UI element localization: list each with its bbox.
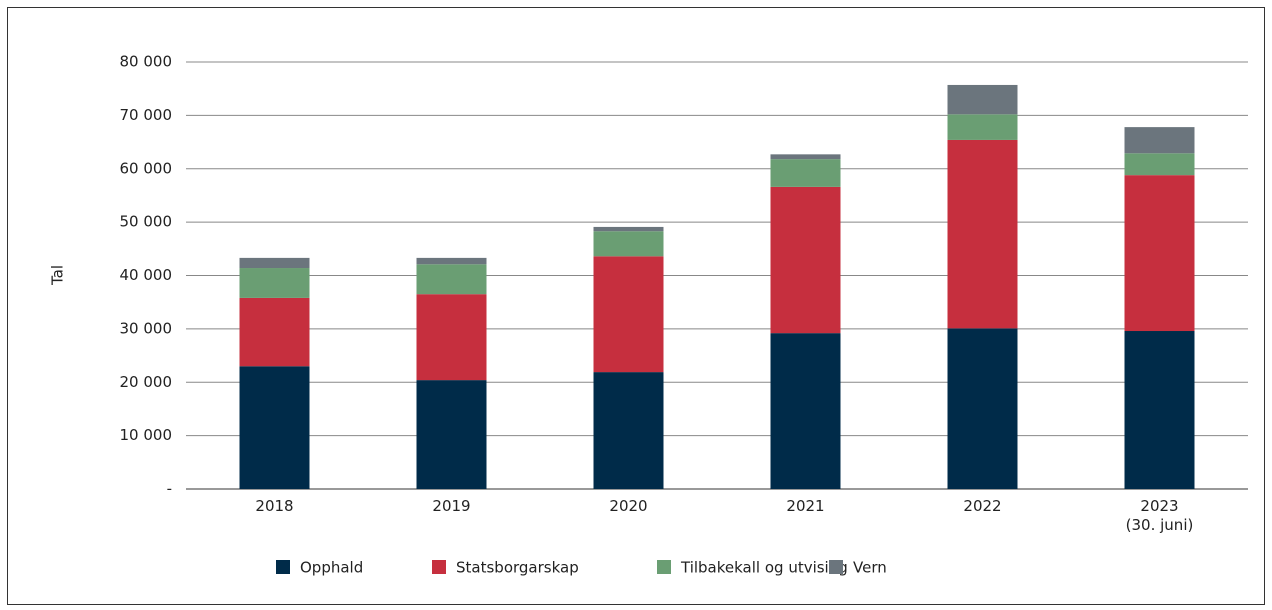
- frame: [7, 7, 1265, 605]
- bar-segment: [770, 333, 841, 489]
- bar-segment: [593, 372, 664, 489]
- bar-segment: [770, 186, 841, 334]
- bar-segment: [770, 154, 841, 160]
- x-tick-label: 2023 (30. juni): [1125, 497, 1194, 534]
- bar-segment: [416, 257, 487, 265]
- bar-segment: [593, 256, 664, 373]
- bar-segment: [416, 380, 487, 489]
- bar-segment: [947, 114, 1018, 140]
- bar-segment: [593, 231, 664, 257]
- bar-segment: [593, 226, 664, 232]
- bar-segment: [239, 366, 310, 489]
- legend-label: Statsborgarskap: [456, 559, 579, 577]
- y-tick-label: 60 000: [120, 159, 173, 177]
- y-tick-label: 30 000: [120, 319, 173, 337]
- legend-swatch: [276, 560, 290, 574]
- bar-segment: [1124, 175, 1195, 332]
- legend-swatch: [432, 560, 446, 574]
- x-tick-label: 2020: [609, 497, 648, 515]
- x-tick-label: 2019: [432, 497, 471, 515]
- y-tick-label: 70 000: [120, 106, 173, 124]
- bar-segment: [416, 294, 487, 381]
- legend-label: Tilbakekall og utvising: [680, 559, 848, 577]
- bar-segment: [947, 84, 1018, 115]
- x-tick-label: 2021: [786, 497, 825, 515]
- bar-segment: [770, 159, 841, 187]
- bar-segment: [239, 297, 310, 367]
- y-tick-label: 80 000: [120, 53, 173, 71]
- legend-label: Vern: [853, 559, 887, 577]
- bar-segment: [1124, 331, 1195, 489]
- legend-label: Opphald: [300, 559, 363, 577]
- y-tick-label: 50 000: [120, 213, 173, 231]
- bar-segment: [947, 139, 1018, 329]
- legend-swatch: [657, 560, 671, 574]
- legend-swatch: [829, 560, 843, 574]
- bar-segment: [1124, 127, 1195, 154]
- x-tick-label: 2018: [255, 497, 294, 515]
- y-tick-label: 40 000: [120, 266, 173, 284]
- y-tick-label: 10 000: [120, 426, 173, 444]
- bar-segment: [947, 328, 1018, 489]
- y-tick-label: 20 000: [120, 373, 173, 391]
- x-tick-label: 2022: [963, 497, 1002, 515]
- bar-segment: [416, 264, 487, 295]
- bar-segment: [239, 257, 310, 269]
- bar-segment: [1124, 153, 1195, 176]
- y-axis-label: Tal: [49, 265, 67, 286]
- bar-segment: [239, 268, 310, 298]
- y-tick-label: -: [167, 480, 172, 498]
